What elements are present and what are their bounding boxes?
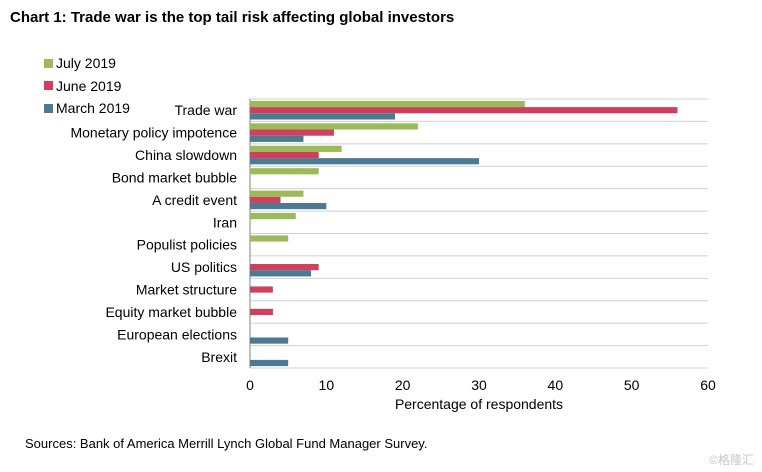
bar-june-2019-equity-market-bubble [250, 308, 273, 316]
legend-swatch-july-2019 [44, 58, 53, 68]
bar-july-2019-bond-market-bubble [250, 168, 319, 175]
x-tick-label-60: 60 [700, 377, 716, 393]
x-tick-label-50: 50 [624, 377, 640, 393]
bar-march-2019-european-elections [250, 337, 289, 344]
category-label-iran: Iran [213, 214, 237, 230]
chart-title: Chart 1: Trade war is the top tail risk … [10, 9, 455, 26]
bar-march-2019-trade-war [250, 113, 396, 120]
legend-swatch-march-2019 [44, 103, 53, 113]
x-tick-label-30: 30 [471, 377, 487, 393]
chart-legend: July 2019 June 2019 March 2019 [44, 52, 130, 120]
bar-june-2019-market-structure [250, 286, 273, 293]
bar-july-2019-populist-policies [250, 235, 289, 242]
bar-march-2019-a-credit-event [250, 202, 327, 210]
category-label-us-politics: US politics [171, 259, 237, 275]
bar-june-2019-us-politics [250, 264, 319, 271]
bar-june-2019-monetary-policy-impotence [250, 129, 334, 136]
bar-july-2019-iran [250, 212, 296, 220]
source-note: Sources: Bank of America Merrill Lynch G… [25, 436, 428, 451]
legend-label-march-2019: March 2019 [56, 100, 130, 116]
bar-july-2019-a-credit-event [250, 190, 304, 197]
category-label-equity-market-bubble: Equity market bubble [105, 304, 237, 320]
legend-item-march-2019: March 2019 [44, 97, 130, 120]
category-label-monetary-policy-impotence: Monetary policy impotence [70, 125, 237, 141]
category-label-market-structure: Market structure [136, 282, 237, 298]
bar-june-2019-trade-war [250, 107, 678, 114]
category-label-brexit: Brexit [201, 349, 237, 365]
x-axis-title: Percentage of respondents [395, 396, 563, 412]
legend-swatch-june-2019 [44, 81, 53, 91]
legend-label-june-2019: June 2019 [56, 77, 122, 94]
legend-label-july-2019: July 2019 [56, 55, 116, 71]
bar-march-2019-monetary-policy-impotence [250, 135, 304, 142]
category-label-a-credit-event: A credit event [152, 192, 237, 208]
category-label-trade-war: Trade war [174, 102, 237, 118]
bar-july-2019-china-slowdown [250, 145, 342, 152]
legend-item-june-2019: June 2019 [44, 75, 130, 98]
bar-june-2019-china-slowdown [250, 151, 319, 159]
category-label-european-elections: European elections [117, 326, 237, 342]
bar-july-2019-trade-war [250, 100, 525, 108]
bar-march-2019-brexit [250, 359, 289, 367]
legend-item-july-2019: July 2019 [44, 52, 130, 75]
category-label-china-slowdown: China slowdown [135, 147, 237, 163]
watermark: ©格隆汇 [709, 453, 754, 467]
category-label-populist-policies: Populist policies [137, 237, 237, 253]
x-tick-label-20: 20 [395, 377, 411, 393]
x-tick-label-40: 40 [548, 377, 564, 393]
bar-july-2019-monetary-policy-impotence [250, 123, 418, 130]
bar-june-2019-a-credit-event [250, 196, 281, 203]
bar-march-2019-us-politics [250, 270, 312, 277]
bar-march-2019-china-slowdown [250, 158, 479, 165]
x-tick-label-0: 0 [246, 377, 254, 393]
category-label-bond-market-bubble: Bond market bubble [112, 169, 238, 185]
x-tick-label-10: 10 [319, 377, 335, 393]
